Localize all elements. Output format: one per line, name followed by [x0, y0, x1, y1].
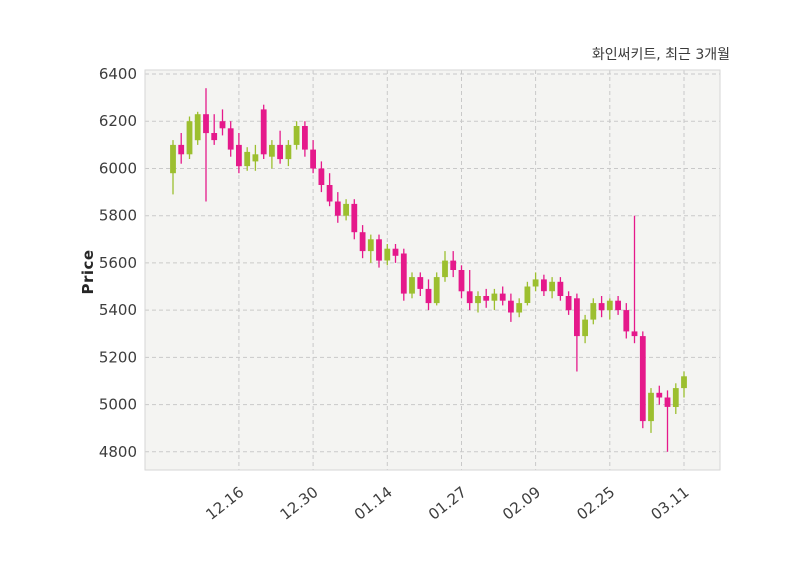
candle: [433, 272, 440, 306]
candle: [664, 390, 671, 452]
x-tick-label: 03.11: [648, 483, 693, 524]
candle: [186, 116, 193, 159]
candle: [269, 140, 275, 169]
candle: [326, 173, 333, 207]
candle: [631, 215, 638, 344]
candle: [293, 121, 300, 150]
candle: [499, 286, 506, 306]
candle: [351, 199, 358, 240]
candle: [639, 331, 646, 429]
candle: [648, 388, 654, 433]
candle: [549, 277, 555, 299]
candle: [310, 140, 316, 174]
candle: [334, 192, 341, 223]
candle: [252, 144, 259, 171]
candle: [343, 199, 349, 221]
candle: [557, 277, 564, 301]
x-tick-label: 02.25: [573, 483, 618, 524]
candle: [203, 88, 209, 202]
candle: [400, 248, 407, 301]
candle: [367, 234, 374, 263]
candle: [582, 314, 588, 344]
candle: [442, 251, 448, 282]
y-tick-label: 6400: [99, 65, 137, 83]
candle: [615, 296, 621, 315]
plot-border: [144, 69, 721, 471]
candle: [590, 298, 597, 325]
candle: [219, 109, 226, 136]
candle: [672, 383, 679, 414]
candle: [194, 111, 201, 145]
candle: [458, 265, 465, 299]
y-tick-label: 5200: [99, 348, 137, 366]
candle: [532, 272, 539, 292]
chart-title: 화인써키트, 최근 3개월: [591, 47, 730, 63]
candle: [656, 385, 663, 405]
candle: [524, 281, 531, 306]
candle: [491, 288, 498, 311]
x-tick-label: 12.30: [277, 483, 322, 524]
candle: [170, 140, 176, 195]
y-tick-label: 5000: [99, 396, 137, 414]
candle: [302, 121, 308, 157]
x-tick-label: 12.16: [202, 483, 247, 524]
candle: [425, 279, 432, 311]
candle: [384, 244, 391, 266]
candle: [516, 298, 523, 318]
x-tick-label: 02.09: [499, 483, 544, 524]
candle: [466, 270, 473, 311]
candle: [565, 291, 572, 315]
y-tick-label: 6000: [99, 160, 137, 178]
candle: [409, 272, 415, 299]
candle: [598, 296, 605, 318]
candle: [508, 293, 514, 322]
candle: [475, 291, 481, 313]
candle: [211, 114, 218, 145]
candle: [260, 104, 267, 159]
y-tick-label: 4800: [99, 443, 137, 461]
candle: [236, 133, 242, 174]
y-tick-label: 5800: [99, 207, 137, 225]
candle: [681, 371, 687, 398]
candle: [277, 130, 283, 164]
candle: [376, 234, 382, 268]
y-tick-label: 6200: [99, 112, 137, 130]
candle: [359, 225, 366, 259]
plot-area: [145, 70, 720, 470]
candle: [392, 244, 399, 263]
y-tick-label: 5600: [99, 254, 137, 272]
candle: [417, 272, 424, 296]
candle: [178, 133, 185, 164]
candle: [318, 161, 325, 193]
candle: [483, 288, 490, 308]
candle: [541, 274, 547, 296]
x-tick-label: 01.27: [425, 483, 470, 524]
candle: [450, 251, 457, 278]
candle: [244, 147, 251, 171]
candle: [285, 140, 292, 167]
candle: [574, 293, 580, 372]
candle: [606, 298, 613, 320]
y-tick-label: 5400: [99, 301, 137, 319]
candle: [227, 121, 234, 157]
x-tick-label: 01.14: [351, 483, 396, 524]
candle: [623, 303, 630, 339]
